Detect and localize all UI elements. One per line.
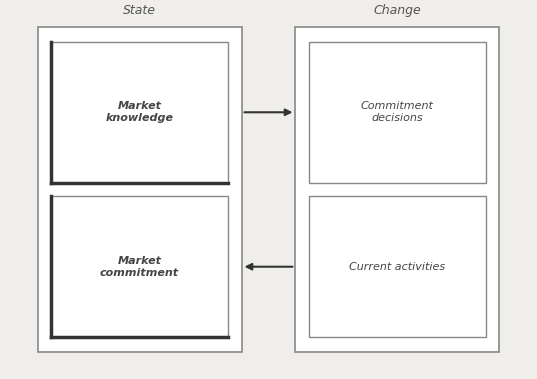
Bar	[51, 42, 228, 183]
Text: Current activities: Current activities	[349, 262, 446, 272]
Bar	[309, 196, 486, 337]
Text: Market
knowledge: Market knowledge	[106, 102, 173, 123]
Text: Commitment
decisions: Commitment decisions	[361, 102, 434, 123]
Bar	[38, 27, 242, 352]
Bar	[295, 27, 499, 352]
Bar	[309, 42, 486, 183]
Bar	[51, 196, 228, 337]
Text: Market
commitment: Market commitment	[100, 256, 179, 277]
Text: Change: Change	[374, 4, 421, 17]
Text: State: State	[123, 4, 156, 17]
